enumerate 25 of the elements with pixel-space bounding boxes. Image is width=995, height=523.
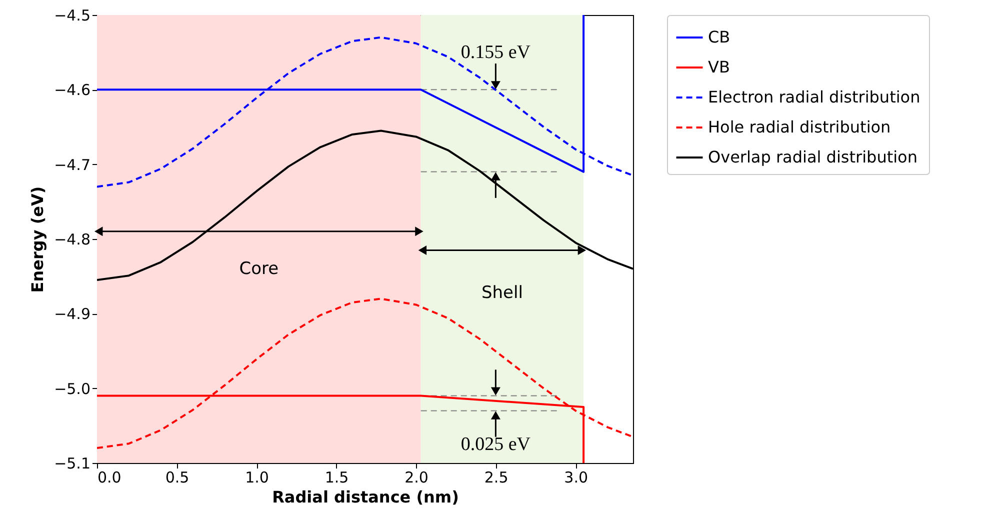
annotation: Core	[239, 259, 279, 280]
legend-label: CB	[708, 28, 730, 46]
x-tick-label: 0.0	[98, 468, 122, 486]
y-tick-label: −5.1	[54, 454, 90, 472]
y-tick-label: −4.9	[54, 305, 90, 324]
x-tick-label: 2.0	[404, 468, 428, 486]
x-tick-label: 3.0	[564, 468, 588, 486]
y-axis-title: Energy (eV)	[28, 186, 48, 293]
annotation: Shell	[481, 282, 523, 303]
legend-label: VB	[708, 58, 730, 76]
x-tick-label: 1.5	[324, 468, 349, 486]
x-tick-label: 1.0	[245, 468, 269, 486]
legend-label: Hole radial distribution	[708, 118, 891, 136]
x-tick-label: 0.5	[165, 468, 190, 486]
annotation: 0.025 eV	[460, 434, 531, 456]
y-tick-label: −4.7	[54, 156, 90, 174]
y-tick-label: −4.8	[54, 230, 90, 248]
y-tick-label: −4.6	[54, 81, 90, 100]
annotation: 0.155 eV	[460, 42, 531, 64]
y-tick-label: −4.5	[54, 6, 90, 24]
x-tick-label: 2.5	[484, 468, 508, 486]
legend-label: Electron radial distribution	[708, 88, 920, 106]
x-axis-title: Radial distance (nm)	[272, 488, 459, 506]
y-tick-label: −5.0	[54, 380, 90, 398]
legend-label: Overlap radial distribution	[708, 148, 918, 166]
